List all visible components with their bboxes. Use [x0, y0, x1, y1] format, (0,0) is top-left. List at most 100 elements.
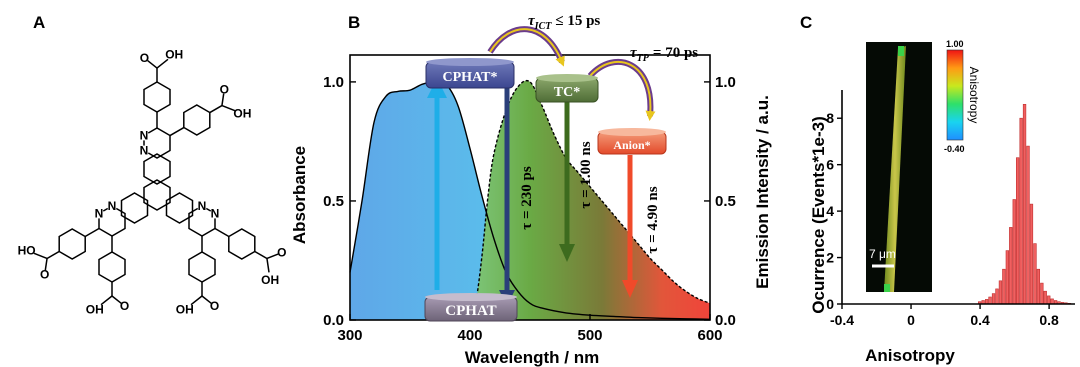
svg-text:N: N: [198, 199, 207, 213]
panel-c-label: C: [800, 13, 812, 32]
svg-text:N: N: [95, 206, 104, 220]
spectra-ytick: 0.5: [323, 193, 344, 210]
histogram-bar: [1036, 268, 1041, 305]
tau-ict-label: τICT ≤ 15 ps: [528, 13, 600, 32]
colorbar-gradient: [946, 49, 964, 141]
histogram-bar: [1029, 203, 1034, 305]
colorbar-min: -0.40: [944, 144, 965, 154]
histogram-bar: [1009, 227, 1013, 305]
histogram-bar: [1047, 295, 1051, 305]
ict-transfer-arrow: [487, 26, 565, 64]
anion-decay-arrowhead: [622, 280, 638, 298]
svg-text:O: O: [140, 51, 149, 65]
histogram-bar: [1040, 282, 1044, 305]
state-anion-label: Anion*: [613, 138, 650, 152]
histogram-ytick: 8: [826, 110, 834, 126]
histogram-xtick: 0: [907, 312, 915, 328]
state-cphat-excited-label: CPHAT*: [443, 70, 498, 85]
histogram-xlabel: Anisotropy: [865, 346, 955, 365]
histogram-bar: [1043, 290, 1047, 305]
svg-text:OH: OH: [165, 47, 183, 61]
state-tc: TC*: [535, 74, 599, 103]
histogram-bar: [988, 296, 992, 305]
energy-diagram: CPHAT* CPHAT TC* Anion* τICT ≤ 15 ps τTP =…: [424, 13, 698, 322]
spectra-xtick: 400: [457, 327, 482, 344]
histogram-ytick: 6: [826, 157, 834, 173]
spectra-y2label: Emission Intensity / a.u.: [753, 95, 772, 289]
tc-decay-arrowhead: [559, 244, 575, 262]
colorbar-max: 1.00: [946, 39, 964, 49]
spectra-xtick: 500: [577, 327, 602, 344]
nanorod: [884, 46, 906, 292]
histogram-bar: [1026, 145, 1030, 305]
histogram-bar: [1002, 268, 1006, 305]
absorbance-area: [350, 81, 710, 320]
histogram-bar: [1033, 243, 1037, 305]
histogram-bar: [991, 293, 996, 305]
spectra-y2tick: 0.0: [715, 312, 736, 329]
svg-text:OH: OH: [261, 273, 279, 287]
histogram-bar: [1015, 157, 1020, 305]
histogram-bar: [998, 280, 1003, 305]
colorbar: 1.00 -0.40 Anisotropy: [944, 39, 981, 154]
histogram-bar: [1005, 250, 1010, 305]
state-cphat: CPHAT: [424, 293, 518, 322]
spectra-ytick: 0.0: [323, 312, 344, 329]
svg-text:HO: HO: [18, 243, 36, 257]
histogram-bar: [1012, 199, 1016, 305]
histogram-xtick: -0.4: [830, 312, 854, 328]
panel-b-label: B: [348, 13, 360, 32]
histogram-ytick: 0: [826, 296, 834, 312]
svg-text:N: N: [211, 206, 220, 220]
svg-text:O: O: [40, 267, 49, 281]
absorbance-curve: [349, 80, 711, 320]
histogram-bar: [1019, 117, 1023, 305]
svg-text:O: O: [277, 246, 286, 260]
histogram-ytick: 4: [826, 203, 834, 219]
emission-curve: [469, 79, 711, 321]
tau-tc-label: τ = 1.00 ns: [578, 141, 594, 208]
histogram-ylabel: Ocurrence (Events*1e-3): [809, 116, 828, 313]
spectra-ytick: 1.0: [323, 74, 344, 91]
histogram-bars: [977, 104, 1072, 305]
emission-area: [470, 80, 710, 320]
svg-text:O: O: [220, 83, 229, 97]
svg-text:OH: OH: [86, 303, 104, 317]
histogram-xtick: 0.4: [970, 312, 990, 328]
scale-bar-label: 7 μm: [869, 247, 896, 261]
spectra-xlabel: Wavelength / nm: [465, 348, 599, 367]
histogram-bar: [1022, 104, 1027, 305]
panel-a-label: A: [33, 13, 45, 32]
histogram-xtick: 0.8: [1039, 312, 1059, 328]
state-cphat-excited: CPHAT*: [425, 58, 515, 89]
tp-transfer-arrow: [587, 58, 654, 117]
spectra-xtick: 600: [697, 327, 722, 344]
tau-anion-label: τ = 4.90 ns: [645, 186, 661, 253]
svg-text:N: N: [140, 129, 149, 143]
spectra-ylabel: Absorbance: [290, 146, 309, 244]
tau-tp-label: τTP = 70 ps: [630, 45, 698, 64]
svg-text:N: N: [140, 144, 149, 158]
state-tc-label: TC*: [554, 85, 580, 100]
histogram-bar: [995, 288, 999, 305]
histogram-ytick: 2: [826, 250, 834, 266]
spectra-y2tick: 0.5: [715, 193, 736, 210]
microscopy-inset: 7 μm: [866, 42, 932, 292]
state-anion: Anion*: [597, 128, 667, 155]
spectra-xtick: 300: [337, 327, 362, 344]
svg-text:OH: OH: [233, 107, 251, 121]
svg-text:OH: OH: [176, 303, 194, 317]
svg-text:O: O: [210, 299, 219, 313]
state-cphat-label: CPHAT: [445, 303, 496, 319]
colorbar-title: Anisotropy: [967, 67, 981, 124]
svg-text:O: O: [120, 299, 129, 313]
svg-text:N: N: [108, 199, 117, 213]
spectra-y2tick: 1.0: [715, 74, 736, 91]
tau-cphat-label: τ = 230 ps: [519, 166, 535, 230]
